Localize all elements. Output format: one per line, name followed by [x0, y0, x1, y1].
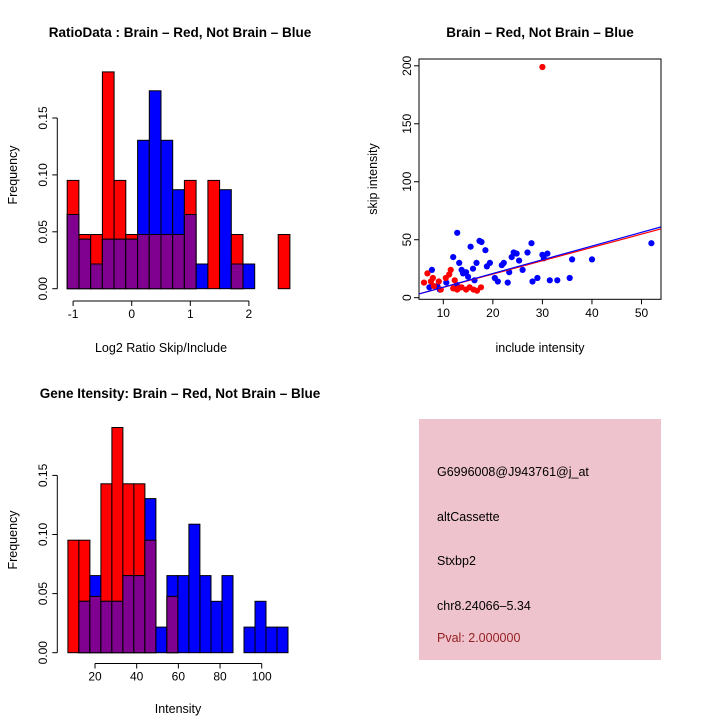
pval-text: Pval: 2.000000	[437, 631, 521, 645]
gene-hist-ylabel: Frequency	[6, 510, 20, 570]
gene-hist-xlabel: Intensity	[154, 702, 202, 716]
ratio-hist-xlabel: Log2 Ratio Skip/Include	[94, 341, 228, 355]
y-tick-label: 150	[400, 113, 414, 133]
gene-hist-x-axis: 20 40 60 80 100	[88, 663, 272, 684]
x-tick-label: 10	[437, 306, 451, 320]
x-tick-label: 20	[88, 670, 102, 684]
y-tick-label: 0.00	[36, 277, 50, 301]
x-tick-label: 100	[252, 670, 272, 684]
y-tick-label: 0	[400, 294, 414, 301]
ratio-hist-ylabel: Frequency	[6, 145, 20, 205]
ratio-hist-x-axis: -1 0 1 2	[68, 300, 253, 321]
x-tick-label: 40	[130, 670, 144, 684]
x-tick-label: 1	[187, 307, 194, 321]
y-tick-label: 0.15	[36, 463, 50, 487]
y-tick-label: 0.15	[36, 106, 50, 130]
scatter-xlabel: include intensity	[495, 341, 585, 355]
x-tick-label: -1	[68, 307, 79, 321]
ratio-hist-bars	[66, 71, 291, 290]
x-tick-label: 50	[635, 306, 649, 320]
y-tick-label: 200	[400, 55, 414, 75]
plot-box	[418, 58, 662, 300]
y-tick-label: 100	[400, 171, 414, 191]
x-tick-label: 2	[246, 307, 253, 321]
y-tick-label: 0.00	[36, 641, 50, 665]
not-brain-fit	[418, 226, 661, 295]
ratio-hist-y-axis: 0.00 0.05 0.10 0.15	[36, 106, 58, 301]
y-tick-label: 0.10	[36, 163, 50, 187]
ratio-hist-title: RatioData : Brain – Red, Not Brain – Blu…	[48, 25, 312, 40]
info-panel: G6996008@J943761@j_at altCassette Stxbp2…	[419, 419, 661, 660]
scatter-panel: 0 50 100 150 200 10 20 30 40 50	[400, 55, 662, 320]
y-tick-label: 50	[400, 233, 414, 247]
x-tick-label: 40	[585, 306, 599, 320]
ratio-hist-panel: 0.00 0.05 0.10 0.15 -1 0 1 2	[36, 71, 291, 321]
scatter-ylabel: skip intensity	[366, 143, 380, 215]
x-tick-label: 80	[213, 670, 227, 684]
gene-symbol-text: Stxbp2	[437, 554, 476, 568]
event-type-text: altCassette	[437, 510, 500, 524]
gene-hist-title: Gene Itensity: Brain – Red, Not Brain – …	[39, 386, 321, 401]
x-tick-label: 30	[536, 306, 550, 320]
x-tick-label: 0	[128, 307, 135, 321]
probe-id-text: G6996008@J943761@j_at	[437, 465, 589, 479]
scatter-fit-lines	[418, 226, 661, 295]
gene-hist-panel: 0.00 0.05 0.10 0.15 20 40 60 80 100	[36, 427, 289, 684]
x-tick-label: 20	[486, 306, 500, 320]
gene-hist-bars	[67, 427, 289, 654]
gene-hist-y-axis: 0.00 0.05 0.10 0.15	[36, 463, 58, 665]
location-text: chr8.24066–5.34	[437, 599, 531, 613]
x-tick-label: 60	[172, 670, 186, 684]
y-tick-label: 0.05	[36, 582, 50, 606]
y-tick-label: 0.05	[36, 220, 50, 244]
scatter-points-brain	[420, 63, 546, 294]
scatter-title: Brain – Red, Not Brain – Blue	[446, 25, 634, 40]
scatter-x-axis: 10 20 30 40 50	[437, 299, 649, 320]
scatter-y-axis: 0 50 100 150 200	[400, 55, 419, 301]
y-tick-label: 0.10	[36, 522, 50, 546]
